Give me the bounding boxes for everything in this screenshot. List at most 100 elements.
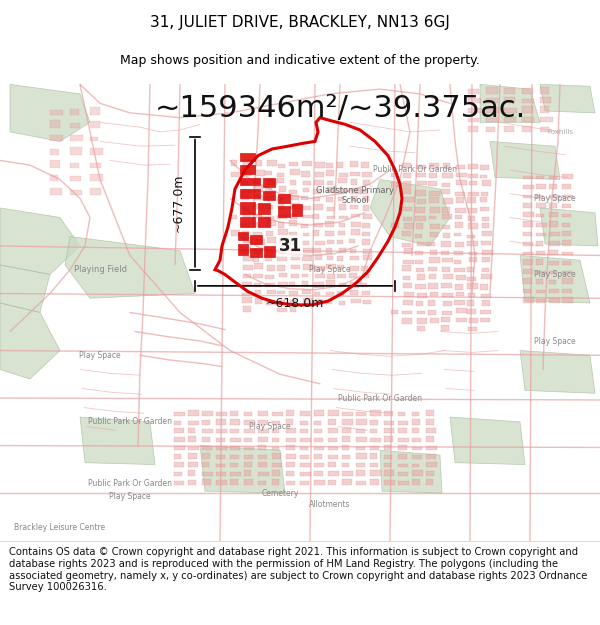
Bar — [467, 267, 474, 272]
Bar — [468, 174, 478, 179]
Bar — [416, 301, 423, 306]
Bar — [549, 280, 556, 284]
Bar — [314, 411, 324, 416]
Bar — [254, 179, 261, 183]
Bar — [255, 161, 262, 166]
Bar — [430, 250, 437, 254]
Polygon shape — [240, 217, 255, 227]
Bar — [231, 214, 237, 219]
Bar — [523, 242, 533, 246]
Bar — [412, 464, 419, 468]
Bar — [300, 455, 309, 459]
Bar — [90, 121, 100, 128]
Bar — [536, 223, 547, 227]
Bar — [562, 240, 571, 246]
Bar — [370, 438, 381, 442]
Text: Gladstone Primary: Gladstone Primary — [316, 186, 394, 196]
Bar — [350, 249, 356, 252]
Text: Play Space: Play Space — [249, 422, 291, 431]
Bar — [486, 127, 495, 132]
Bar — [302, 289, 311, 294]
Bar — [456, 173, 467, 177]
Bar — [300, 462, 310, 468]
Bar — [278, 164, 285, 168]
Polygon shape — [250, 234, 262, 244]
Bar — [337, 265, 344, 269]
Bar — [243, 238, 253, 243]
Bar — [480, 309, 491, 314]
Bar — [523, 203, 532, 208]
Bar — [363, 205, 369, 211]
Bar — [253, 214, 262, 218]
Bar — [362, 239, 370, 245]
Bar — [456, 276, 466, 280]
Bar — [549, 221, 558, 227]
Bar — [350, 290, 358, 296]
Bar — [202, 462, 209, 468]
Bar — [314, 292, 320, 296]
Bar — [540, 97, 551, 103]
Bar — [416, 268, 424, 272]
Bar — [429, 191, 440, 196]
Bar — [562, 278, 573, 284]
Bar — [253, 256, 259, 262]
Bar — [361, 162, 369, 168]
Bar — [70, 147, 82, 155]
Bar — [326, 292, 334, 296]
Bar — [398, 454, 407, 459]
Bar — [482, 250, 493, 256]
Bar — [416, 223, 423, 229]
Bar — [290, 306, 296, 311]
Bar — [337, 274, 346, 278]
Bar — [426, 454, 436, 459]
Bar — [482, 268, 489, 272]
Bar — [243, 265, 253, 270]
Bar — [337, 162, 343, 168]
Bar — [342, 412, 353, 416]
Bar — [455, 242, 464, 247]
Bar — [230, 479, 238, 484]
Bar — [468, 118, 479, 122]
Bar — [253, 274, 263, 278]
Bar — [417, 318, 427, 324]
Bar — [174, 472, 182, 476]
Bar — [549, 298, 560, 303]
Bar — [291, 248, 299, 252]
Bar — [286, 471, 294, 476]
Bar — [415, 251, 423, 254]
Bar — [468, 98, 481, 103]
Bar — [522, 88, 533, 94]
Bar — [351, 179, 357, 185]
Bar — [536, 214, 544, 218]
Bar — [230, 455, 239, 459]
Bar — [328, 455, 338, 459]
Bar — [327, 274, 335, 279]
Bar — [370, 453, 377, 459]
Bar — [70, 163, 79, 168]
Bar — [90, 163, 101, 168]
Bar — [363, 181, 370, 185]
Polygon shape — [258, 203, 270, 214]
Bar — [486, 118, 498, 122]
Bar — [426, 446, 437, 451]
Polygon shape — [292, 204, 302, 216]
Bar — [216, 480, 227, 484]
Bar — [454, 268, 465, 272]
Bar — [404, 223, 414, 229]
Bar — [417, 326, 425, 331]
Bar — [455, 214, 462, 219]
Bar — [443, 301, 452, 306]
Bar — [286, 444, 295, 451]
Bar — [536, 299, 545, 303]
Bar — [384, 428, 394, 433]
Polygon shape — [240, 165, 255, 174]
Bar — [549, 271, 557, 274]
Bar — [549, 289, 559, 294]
Bar — [202, 479, 211, 484]
Polygon shape — [540, 208, 598, 246]
Bar — [536, 176, 544, 179]
Bar — [481, 274, 492, 279]
Bar — [339, 188, 347, 194]
Bar — [315, 241, 325, 245]
Bar — [454, 300, 465, 305]
